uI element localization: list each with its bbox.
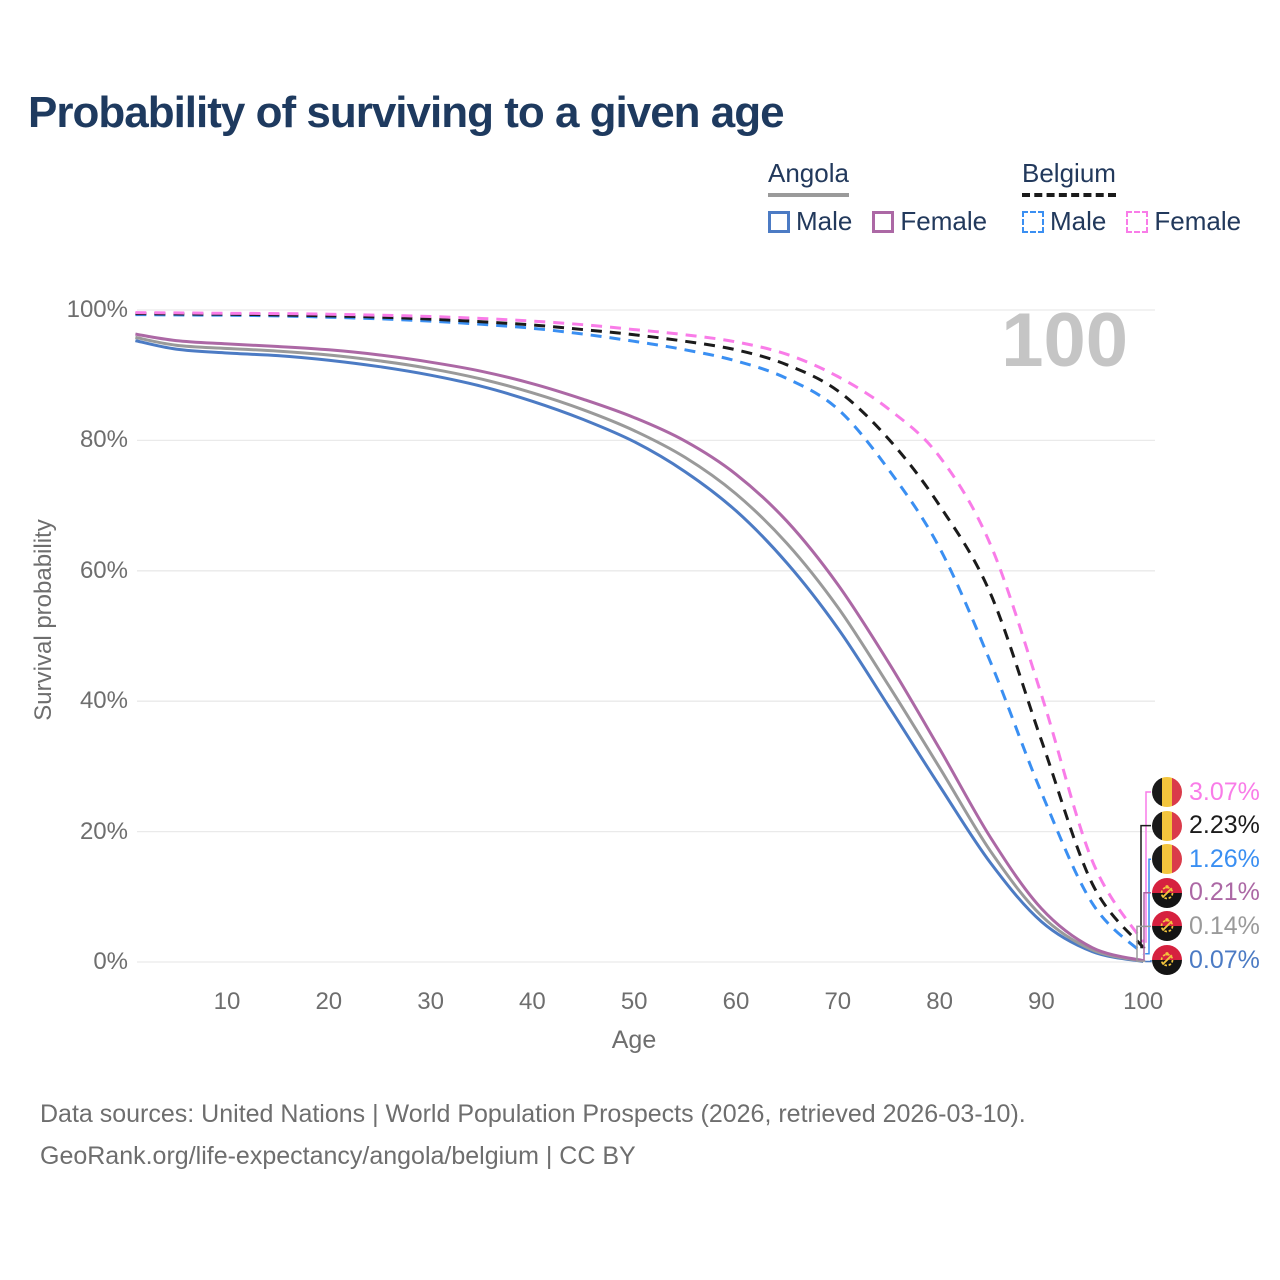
end-value: 0.14% <box>1189 911 1260 940</box>
end-label-leader-lines <box>1136 791 1152 963</box>
x-tick-10: 10 <box>213 988 241 1015</box>
legend-group-angola: Angola Male Female <box>768 158 1007 237</box>
belgium-flag-icon <box>1152 844 1182 875</box>
x-tick-80: 80 <box>926 988 953 1015</box>
leader-line-belgium-female <box>1145 791 1151 943</box>
legend-item-belgium-female[interactable]: Female <box>1126 206 1241 237</box>
series-line-angola-male <box>135 339 1144 963</box>
footer-attribution: GeoRank.org/life-expectancy/angola/belgi… <box>40 1142 636 1170</box>
legend-item-angola-male[interactable]: Male <box>768 206 852 237</box>
end-label-belgium-both-sexes: 2.23% <box>1152 809 1260 843</box>
end-value: 3.07% <box>1189 777 1260 806</box>
legend-group-belgium: Belgium Male Female <box>1022 158 1261 237</box>
end-label-belgium-female: 3.07% <box>1152 775 1260 809</box>
leader-line-angola-male <box>1145 960 1152 963</box>
leader-line-belgium-both-sexes <box>1140 824 1151 949</box>
angola-flag-icon <box>1152 877 1182 908</box>
legend-item-label: Female <box>900 206 988 236</box>
x-tick-60: 60 <box>722 988 750 1015</box>
end-label-angola-male: 0.07% <box>1152 943 1260 977</box>
end-value: 1.26% <box>1189 844 1260 873</box>
belgium-male-swatch <box>1022 210 1044 233</box>
legend-country-angola: Angola <box>768 158 849 197</box>
x-tick-100: 100 <box>1123 988 1164 1015</box>
x-tick-20: 20 <box>315 988 343 1015</box>
legend-item-label: Male <box>796 206 853 236</box>
series-line-belgium-female <box>135 311 1145 943</box>
x-tick-40: 40 <box>519 988 546 1015</box>
legend-item-angola-female[interactable]: Female <box>872 206 987 237</box>
y-tick-80: 80% <box>79 426 128 454</box>
series-line-angola-both-sexes <box>135 335 1144 963</box>
gridlines <box>137 309 1155 963</box>
angola-male-swatch <box>768 210 790 233</box>
x-tick-90: 90 <box>1028 988 1055 1015</box>
end-value: 0.21% <box>1189 878 1260 907</box>
leader-line-belgium-male <box>1145 858 1151 955</box>
legend-item-label: Male <box>1050 206 1107 236</box>
x-tick-70: 70 <box>824 988 852 1015</box>
footer-data-sources: Data sources: United Nations | World Pop… <box>40 1100 1026 1128</box>
legend-item-belgium-male[interactable]: Male <box>1022 206 1106 237</box>
x-tick-30: 30 <box>417 988 444 1015</box>
angola-female-swatch <box>872 210 895 233</box>
end-label-angola-both-sexes: 0.14% <box>1152 909 1260 943</box>
belgium-flag-icon <box>1152 777 1182 807</box>
end-label-belgium-male: 1.26% <box>1152 842 1260 876</box>
leader-line-angola-both-sexes <box>1136 925 1151 962</box>
series-curves <box>135 311 1145 963</box>
x-axis-title: Age <box>611 1026 657 1054</box>
x-tick-50: 50 <box>620 988 648 1015</box>
series-line-angola-female <box>135 332 1144 963</box>
y-tick-20: 20% <box>79 817 128 845</box>
legend-country-belgium: Belgium <box>1022 158 1116 197</box>
legend-item-label: Female <box>1154 206 1242 236</box>
belgium-flag-icon <box>1152 810 1182 841</box>
y-tick-0: 0% <box>93 948 128 975</box>
series-line-belgium-male <box>135 313 1145 955</box>
y-tick-100: 100% <box>66 296 128 323</box>
angola-flag-icon <box>1152 911 1182 942</box>
end-value: 0.07% <box>1189 945 1260 974</box>
y-tick-60: 60% <box>79 556 128 584</box>
belgium-female-swatch <box>1126 210 1149 233</box>
page-title: Probability of surviving to a given age <box>28 88 785 137</box>
age-watermark: 100 <box>1001 298 1128 383</box>
angola-flag-icon <box>1152 945 1182 975</box>
series-line-belgium-both-sexes <box>135 312 1145 949</box>
end-value: 2.23% <box>1189 811 1260 840</box>
end-label-angola-female: 0.21% <box>1152 876 1260 910</box>
y-tick-40: 40% <box>79 687 128 715</box>
